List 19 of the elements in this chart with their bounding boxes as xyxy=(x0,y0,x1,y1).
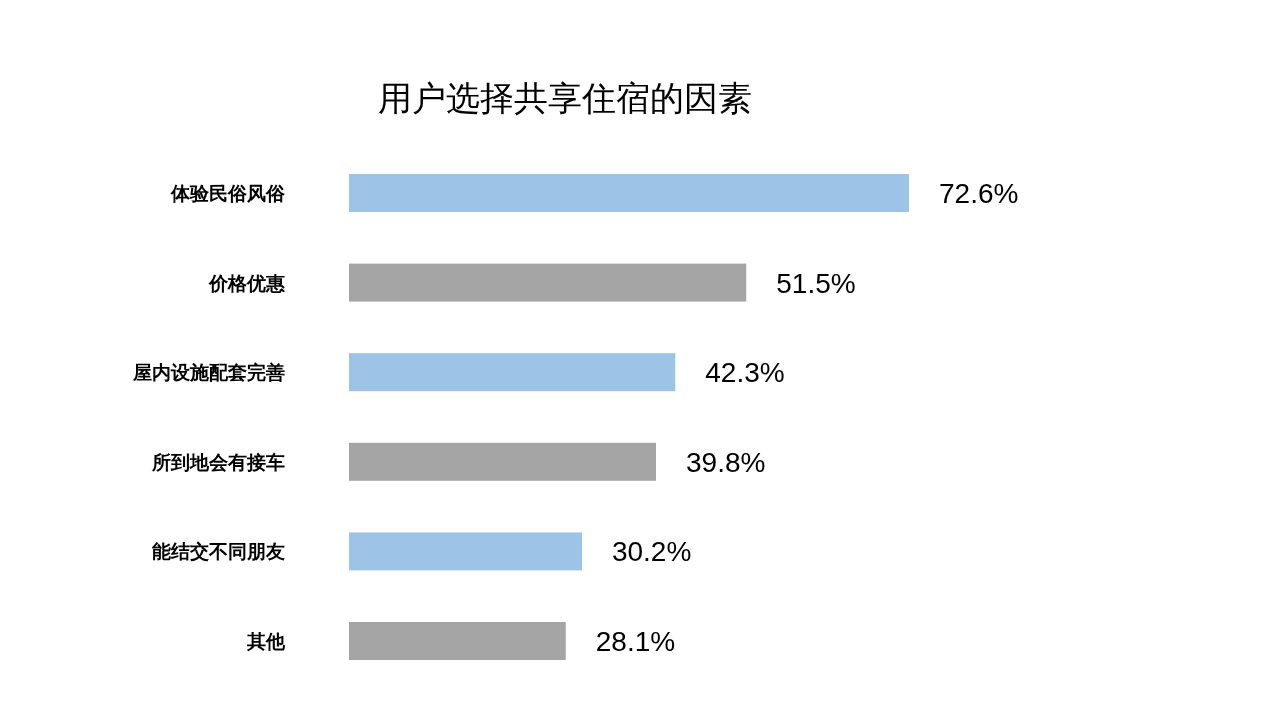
data-label: 30.2% xyxy=(611,536,692,568)
data-label: 28.1% xyxy=(595,626,676,657)
bar xyxy=(349,353,676,392)
data-label: 72.6% xyxy=(939,178,1019,209)
data-label: 39.8% xyxy=(686,446,766,478)
y-tick-label: 能结交不同朋友 xyxy=(152,541,285,563)
chart-title: 用户选择共享住宿的因素 xyxy=(378,79,752,117)
data-label: 42.3% xyxy=(705,357,785,389)
bar xyxy=(349,442,656,481)
bar xyxy=(349,174,909,212)
bar xyxy=(349,622,566,660)
y-tick-label: 价格优惠 xyxy=(208,272,286,294)
y-tick-label: 体验民俗风俗 xyxy=(170,183,286,204)
bar xyxy=(349,263,747,302)
y-tick-label: 所到地会有接车 xyxy=(151,451,285,473)
data-label: 51.5% xyxy=(776,267,856,299)
y-tick-label: 屋内设施配套完善 xyxy=(132,362,285,384)
bar xyxy=(349,532,582,571)
y-tick-label: 其他 xyxy=(246,631,286,652)
